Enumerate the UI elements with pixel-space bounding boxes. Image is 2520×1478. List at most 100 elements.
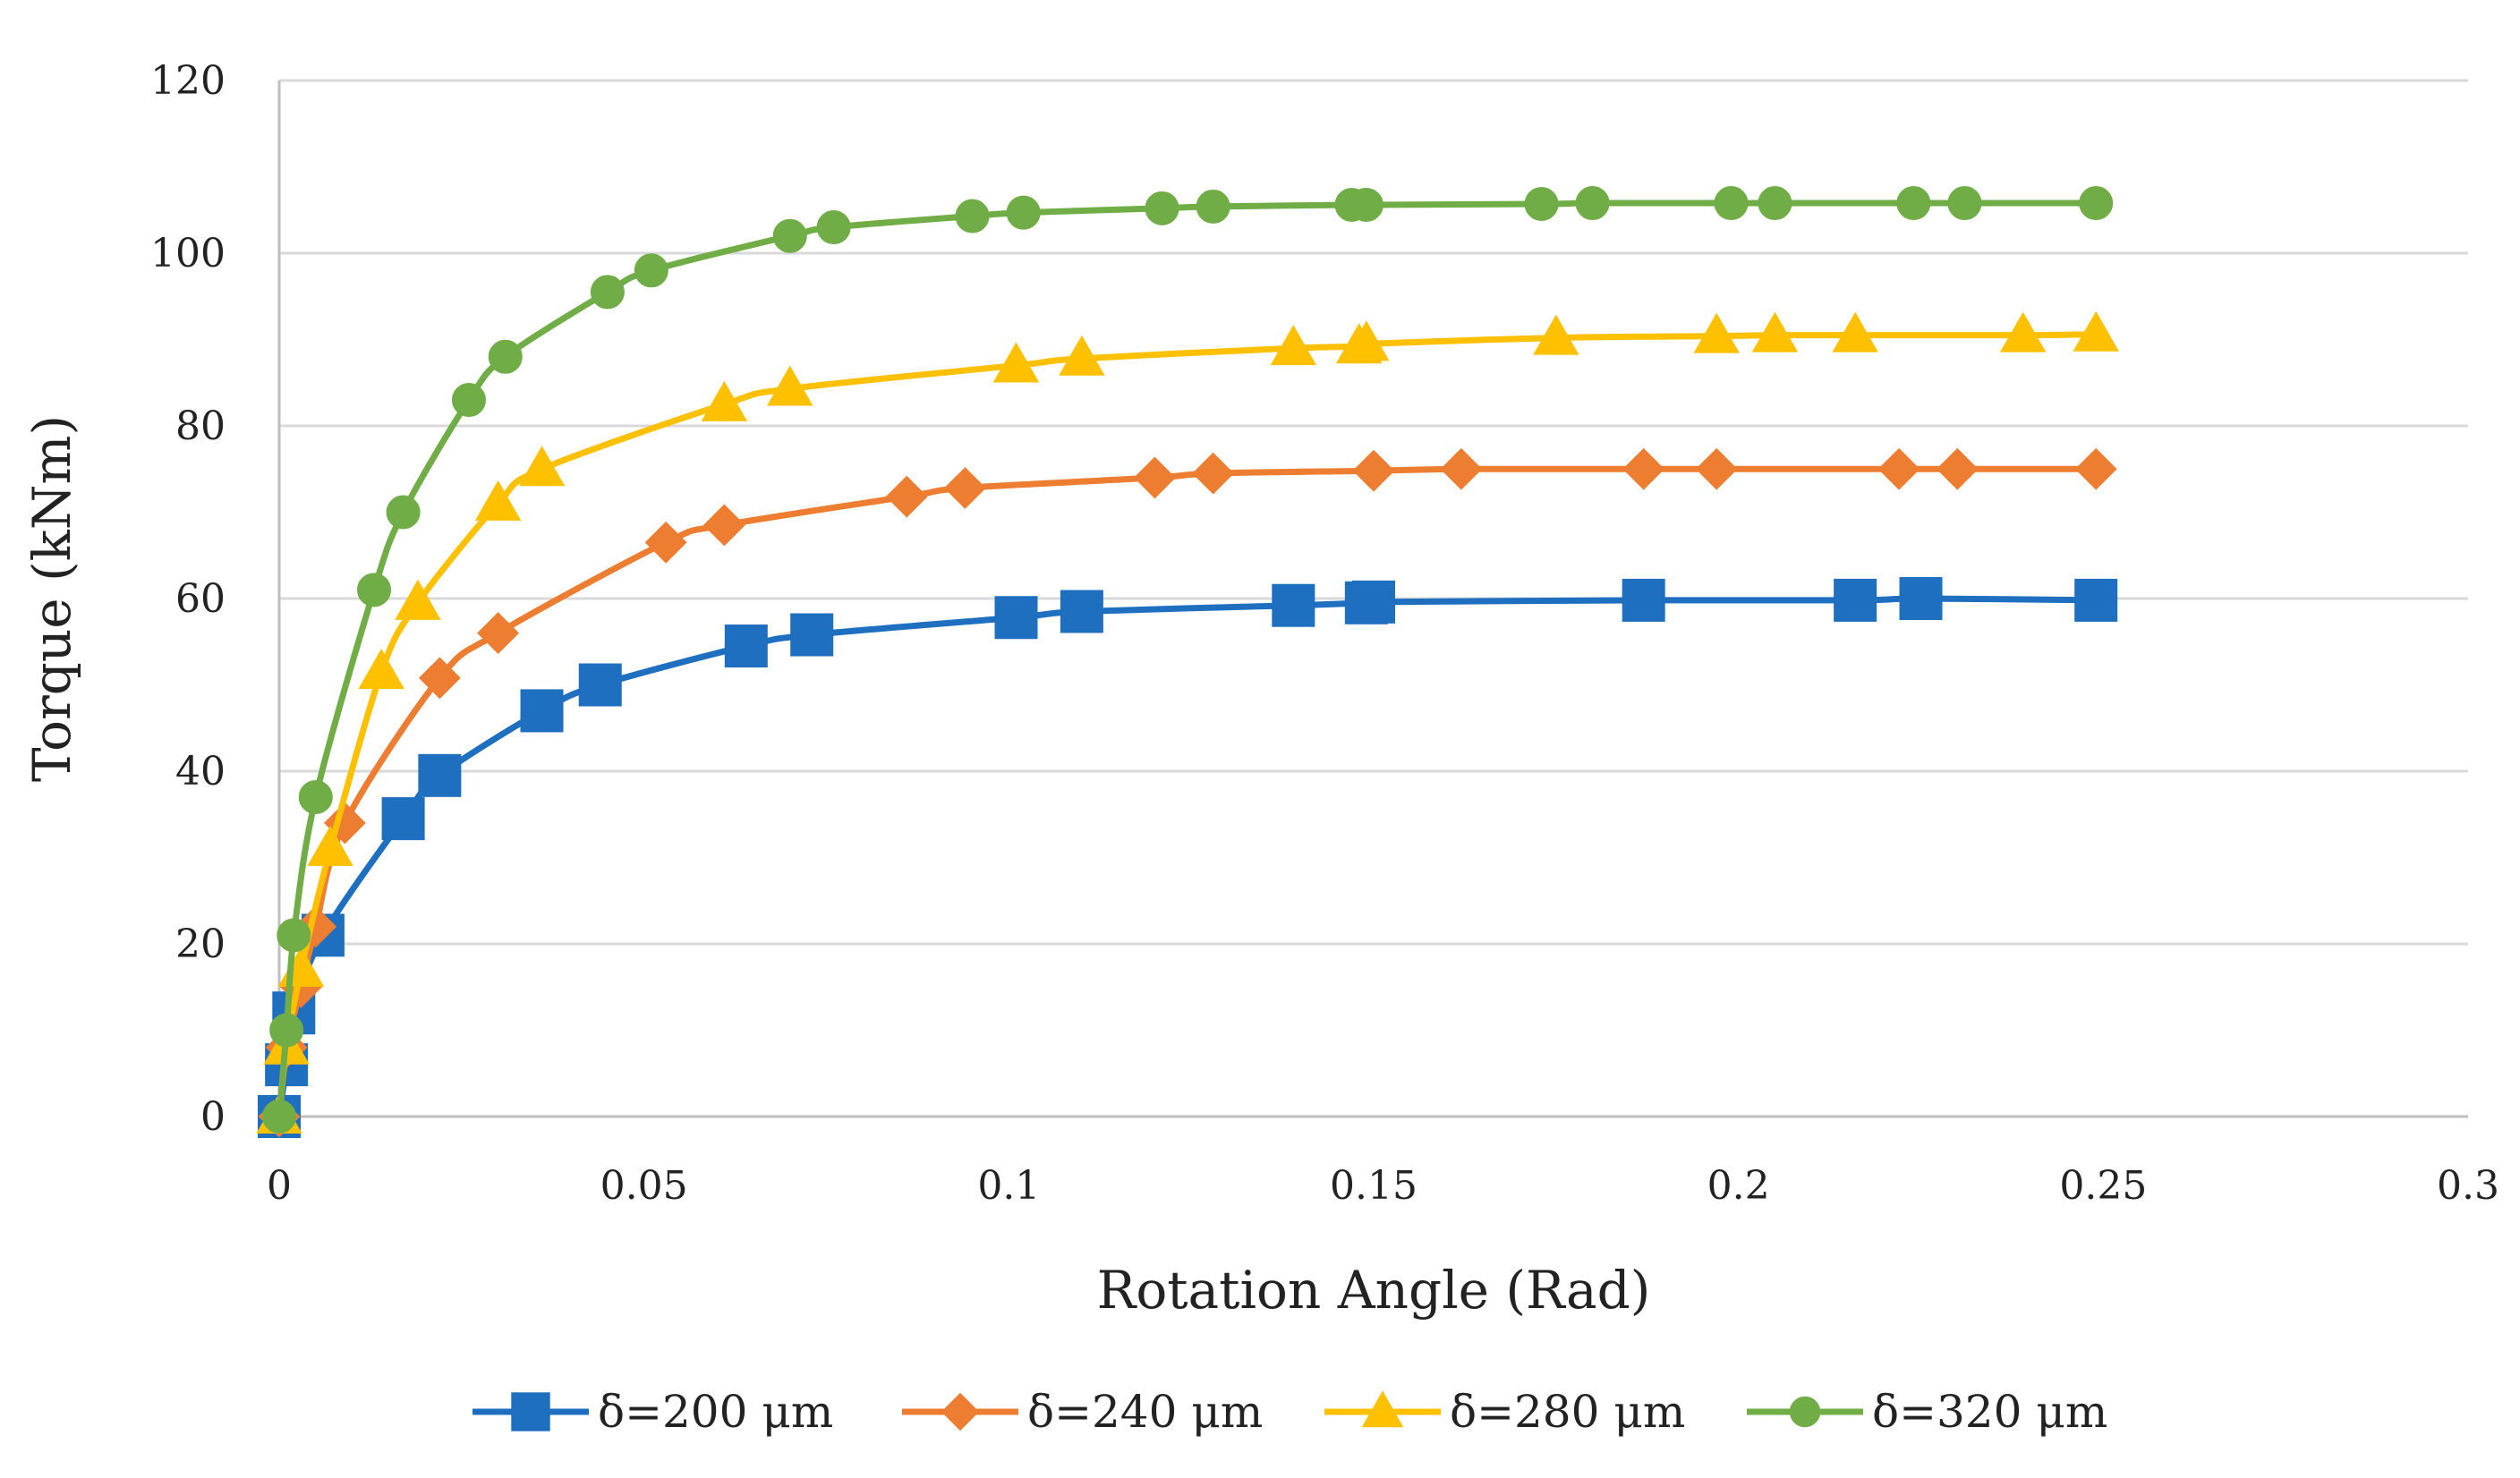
- data-point: [1936, 447, 1979, 490]
- y-tick-label: 120: [150, 58, 226, 104]
- data-point: [1145, 191, 1179, 225]
- legend-item: δ=320 μm: [1747, 1386, 2107, 1438]
- legend-marker-swatch: [1361, 1390, 1404, 1428]
- data-point: [1999, 311, 2047, 353]
- series-line: [276, 200, 2099, 1120]
- data-point: [1832, 311, 1878, 353]
- label-layer: 0 20 40 60 80 100 120 0 0.05 0.1 0.15 0.2 0.25 0.3: [150, 58, 2499, 1209]
- data-point: [1877, 447, 1920, 490]
- legend-item: δ=240 μm: [902, 1386, 1263, 1438]
- series-line: [276, 465, 2099, 1120]
- data-point: [451, 383, 486, 418]
- data-point: [1059, 335, 1105, 376]
- x-tick-label: 0.25: [2059, 1163, 2147, 1209]
- x-tick-label: 0.3: [2437, 1163, 2499, 1209]
- legend-label: δ=240 μm: [1027, 1386, 1263, 1438]
- data-point: [1524, 186, 1559, 221]
- data-point: [1622, 578, 1665, 622]
- data-point: [418, 753, 462, 797]
- data-point: [358, 649, 404, 690]
- y-tick-label: 100: [150, 231, 226, 276]
- data-point: [1343, 320, 1390, 361]
- data-point: [269, 1013, 304, 1048]
- x-tick-label: 0: [267, 1163, 292, 1209]
- x-tick-label: 0.05: [600, 1163, 688, 1209]
- data-point: [1714, 186, 1749, 221]
- x-axis-title: Rotation Angle (Rad): [1097, 1260, 1651, 1321]
- data-point: [474, 480, 522, 521]
- data-point: [992, 342, 1040, 383]
- legend-label: δ=320 μm: [1872, 1386, 2107, 1438]
- legend-marker-swatch: [1789, 1396, 1821, 1428]
- series-3: [256, 310, 2119, 1134]
- data-point: [1006, 195, 1041, 230]
- data-point: [724, 624, 768, 668]
- data-point: [2074, 578, 2118, 622]
- legend-item: δ=280 μm: [1324, 1386, 1685, 1438]
- data-point: [1352, 449, 1395, 492]
- data-point: [1533, 314, 1579, 355]
- data-point: [1272, 583, 1315, 627]
- data-point: [702, 504, 745, 547]
- y-tick-label: 20: [175, 922, 226, 967]
- data-point: [994, 596, 1038, 640]
- legend-item: δ=200 μm: [472, 1386, 833, 1438]
- data-point: [701, 380, 748, 421]
- legend-marker-swatch: [941, 1392, 980, 1431]
- data-point: [634, 253, 668, 288]
- data-point: [1834, 578, 1877, 622]
- data-point: [2073, 310, 2119, 352]
- data-point: [2079, 186, 2114, 221]
- data-point: [307, 825, 353, 866]
- data-point: [644, 521, 687, 564]
- data-point: [1133, 456, 1176, 499]
- series-4: [262, 186, 2114, 1134]
- data-point: [772, 218, 807, 253]
- data-point: [381, 797, 425, 841]
- data-point: [520, 689, 564, 733]
- data-point: [943, 467, 986, 509]
- data-point: [1352, 580, 1395, 624]
- y-axis-title: Torque (kNm): [21, 415, 82, 782]
- data-point: [1060, 590, 1103, 633]
- x-tick-label: 0.15: [1330, 1163, 1418, 1209]
- data-point: [518, 446, 566, 487]
- data-point: [1947, 186, 1982, 221]
- series-layer: [256, 186, 2119, 1138]
- data-point: [1693, 312, 1740, 353]
- data-point: [298, 779, 333, 814]
- data-point: [386, 495, 421, 530]
- x-tick-label: 0.2: [1707, 1163, 1770, 1209]
- data-point: [356, 573, 391, 607]
- data-point: [1192, 452, 1235, 495]
- data-point: [1196, 189, 1230, 224]
- legend-marker-swatch: [511, 1392, 550, 1431]
- data-point: [395, 579, 441, 620]
- data-point: [578, 663, 622, 707]
- series-line: [276, 595, 2099, 1120]
- data-point: [1896, 186, 1931, 221]
- y-tick-label: 40: [175, 749, 226, 794]
- data-point: [816, 210, 851, 245]
- y-tick-label: 60: [175, 576, 226, 622]
- data-point: [955, 199, 990, 234]
- y-tick-label: 0: [200, 1094, 226, 1140]
- data-point: [1622, 447, 1665, 490]
- data-point: [1758, 186, 1792, 221]
- data-point: [590, 275, 625, 310]
- data-point: [767, 365, 813, 406]
- data-point: [418, 657, 461, 700]
- legend: δ=200 μm δ=240 μm δ=280 μm δ=320 μm: [472, 1386, 2107, 1438]
- series-2: [258, 447, 2117, 1138]
- data-point: [1695, 447, 1738, 490]
- data-point: [1349, 187, 1383, 222]
- data-point: [488, 339, 523, 374]
- data-point: [262, 1100, 296, 1134]
- legend-label: δ=280 μm: [1450, 1386, 1685, 1438]
- data-point: [790, 613, 834, 657]
- data-point: [1575, 186, 1610, 221]
- data-point: [885, 475, 928, 518]
- legend-label: δ=200 μm: [598, 1386, 833, 1438]
- data-point: [277, 918, 311, 953]
